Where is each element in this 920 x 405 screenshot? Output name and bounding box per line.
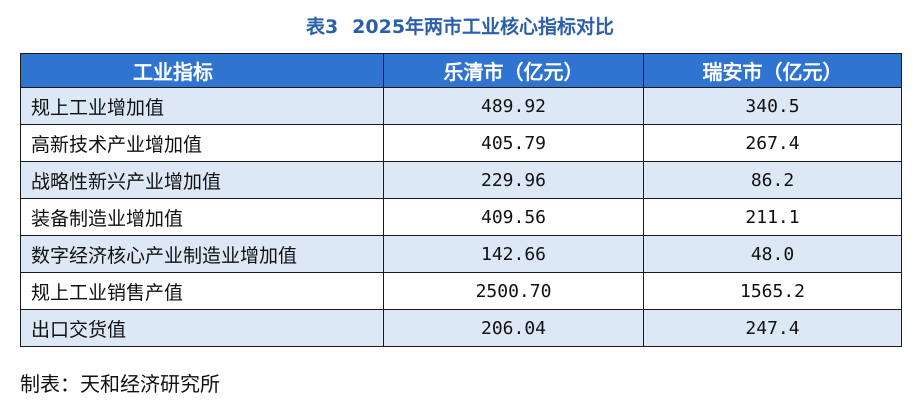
yueqing-value: 489.92 xyxy=(383,87,644,125)
ruian-value: 86.2 xyxy=(643,161,902,199)
table-caption: 表3 2025年两市工业核心指标对比 xyxy=(0,12,920,39)
table-row: 出口交货值 206.04 247.4 xyxy=(20,309,902,347)
table-row: 数字经济核心产业制造业增加值 142.66 48.0 xyxy=(20,235,902,273)
indicator-name: 规上工业增加值 xyxy=(20,87,384,125)
yueqing-value: 206.04 xyxy=(383,309,644,347)
yueqing-value: 2500.70 xyxy=(383,272,644,310)
indicator-name: 装备制造业增加值 xyxy=(20,198,384,236)
ruian-value: 48.0 xyxy=(643,235,902,273)
source-note: 制表：天和经济研究所 xyxy=(20,372,220,396)
ruian-value: 211.1 xyxy=(643,198,902,236)
table-title: 2025年两市工业核心指标对比 xyxy=(352,16,615,38)
ruian-value: 1565.2 xyxy=(643,272,902,310)
table-row: 高新技术产业增加值 405.79 267.4 xyxy=(20,124,902,162)
yueqing-value: 142.66 xyxy=(383,235,644,273)
header-indicator: 工业指标 xyxy=(20,53,384,88)
indicator-table: 工业指标 乐清市（亿元） 瑞安市（亿元） 规上工业增加值 489.92 340.… xyxy=(20,53,902,347)
header-yueqing: 乐清市（亿元） xyxy=(383,53,644,88)
indicator-name: 数字经济核心产业制造业增加值 xyxy=(20,235,384,273)
header-ruian: 瑞安市（亿元） xyxy=(643,53,902,88)
indicator-name: 出口交货值 xyxy=(20,309,384,347)
indicator-name: 高新技术产业增加值 xyxy=(20,124,384,162)
table-row: 战略性新兴产业增加值 229.96 86.2 xyxy=(20,161,902,199)
yueqing-value: 229.96 xyxy=(383,161,644,199)
table-row: 装备制造业增加值 409.56 211.1 xyxy=(20,198,902,236)
header-row: 工业指标 乐清市（亿元） 瑞安市（亿元） xyxy=(20,53,902,88)
ruian-value: 267.4 xyxy=(643,124,902,162)
table-row: 规上工业增加值 489.92 340.5 xyxy=(20,87,902,125)
yueqing-value: 405.79 xyxy=(383,124,644,162)
indicator-name: 战略性新兴产业增加值 xyxy=(20,161,384,199)
table-row: 规上工业销售产值 2500.70 1565.2 xyxy=(20,272,902,310)
table-number: 表3 xyxy=(305,16,339,38)
ruian-value: 247.4 xyxy=(643,309,902,347)
ruian-value: 340.5 xyxy=(643,87,902,125)
indicator-name: 规上工业销售产值 xyxy=(20,272,384,310)
yueqing-value: 409.56 xyxy=(383,198,644,236)
